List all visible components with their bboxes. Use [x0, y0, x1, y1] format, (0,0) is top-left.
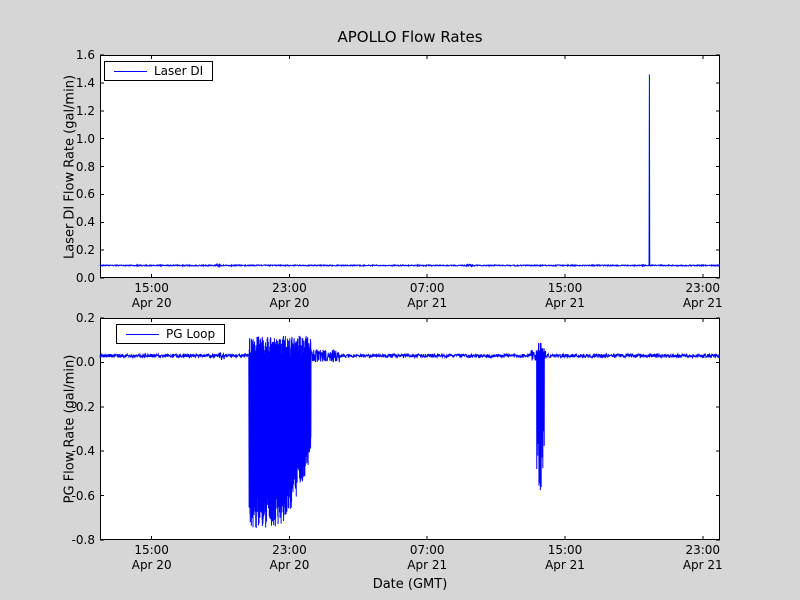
x-tick-label: 23:00 Apr 21 — [682, 281, 723, 310]
y-tick-label: 1.4 — [75, 75, 95, 90]
x-axis-label: Date (GMT) — [372, 577, 448, 592]
y-tick-label: 0.0 — [75, 271, 95, 285]
axes-frame — [100, 55, 720, 278]
y-tick-label: 1.0 — [75, 131, 95, 146]
pg-y-axis-label: PG Flow Rate (gal/min) — [62, 354, 78, 504]
y-tick-label: 0.6 — [75, 187, 95, 202]
x-tick-label: 07:00 Apr 21 — [407, 543, 448, 572]
laser-di-legend-label: Laser DI — [154, 64, 204, 78]
y-tick-label: -0.4 — [71, 444, 95, 459]
laser-di-plot-area: 0.0 0.2 0.4 0.6 0.8 1.0 1.2 1.4 1.6 15:00 Apr 20 2… — [76, 48, 723, 310]
y-tick-label: 0.4 — [75, 215, 95, 230]
x-tick-label: 15:00 Apr 21 — [545, 543, 585, 572]
laser-di-legend: Laser DI — [104, 61, 214, 81]
x-tick-label: 23:00 Apr 21 — [682, 543, 723, 572]
x-tick-label: 23:00 Apr 20 — [269, 543, 310, 572]
series-line-laser-di — [99, 74, 720, 269]
axes-frame — [100, 318, 720, 540]
x-tick-label: 07:00 Apr 21 — [407, 281, 448, 310]
pg-loop-plot-area: -0.8 -0.6 -0.4 -0.2 0.0 0.2 15:00 Apr 20 23:00 … — [72, 311, 723, 572]
y-tick-label: 1.2 — [75, 103, 95, 118]
pg-loop-legend-label: PG Loop — [166, 327, 216, 341]
x-tick-label: 15:00 Apr 20 — [131, 281, 172, 310]
plot-svg — [99, 54, 720, 279]
y-tick-label: -0.2 — [71, 399, 95, 414]
y-tick-label: 0.0 — [75, 355, 95, 370]
y-tick-label: 1.6 — [75, 48, 95, 62]
chart-title: APOLLO Flow Rates — [337, 28, 483, 46]
x-tick-label: 15:00 Apr 21 — [545, 281, 585, 310]
series-line-pg-loop — [99, 335, 721, 528]
tick-marks — [100, 54, 720, 279]
x-tick-label: 23:00 Apr 20 — [269, 281, 310, 310]
laser-di-legend-line-icon — [114, 70, 147, 72]
y-tick-label: 0.8 — [75, 159, 95, 174]
y-tick-label: -0.6 — [71, 488, 95, 503]
y-tick-label: -0.8 — [71, 533, 95, 547]
y-tick-label: 0.2 — [75, 311, 95, 325]
pg-loop-legend: PG Loop — [116, 324, 226, 344]
y-tick-label: 0.2 — [75, 243, 95, 258]
x-tick-label: 15:00 Apr 20 — [131, 543, 172, 572]
pg-loop-legend-line-icon — [126, 333, 159, 335]
plot-svg — [99, 317, 721, 541]
tick-marks — [100, 317, 720, 541]
